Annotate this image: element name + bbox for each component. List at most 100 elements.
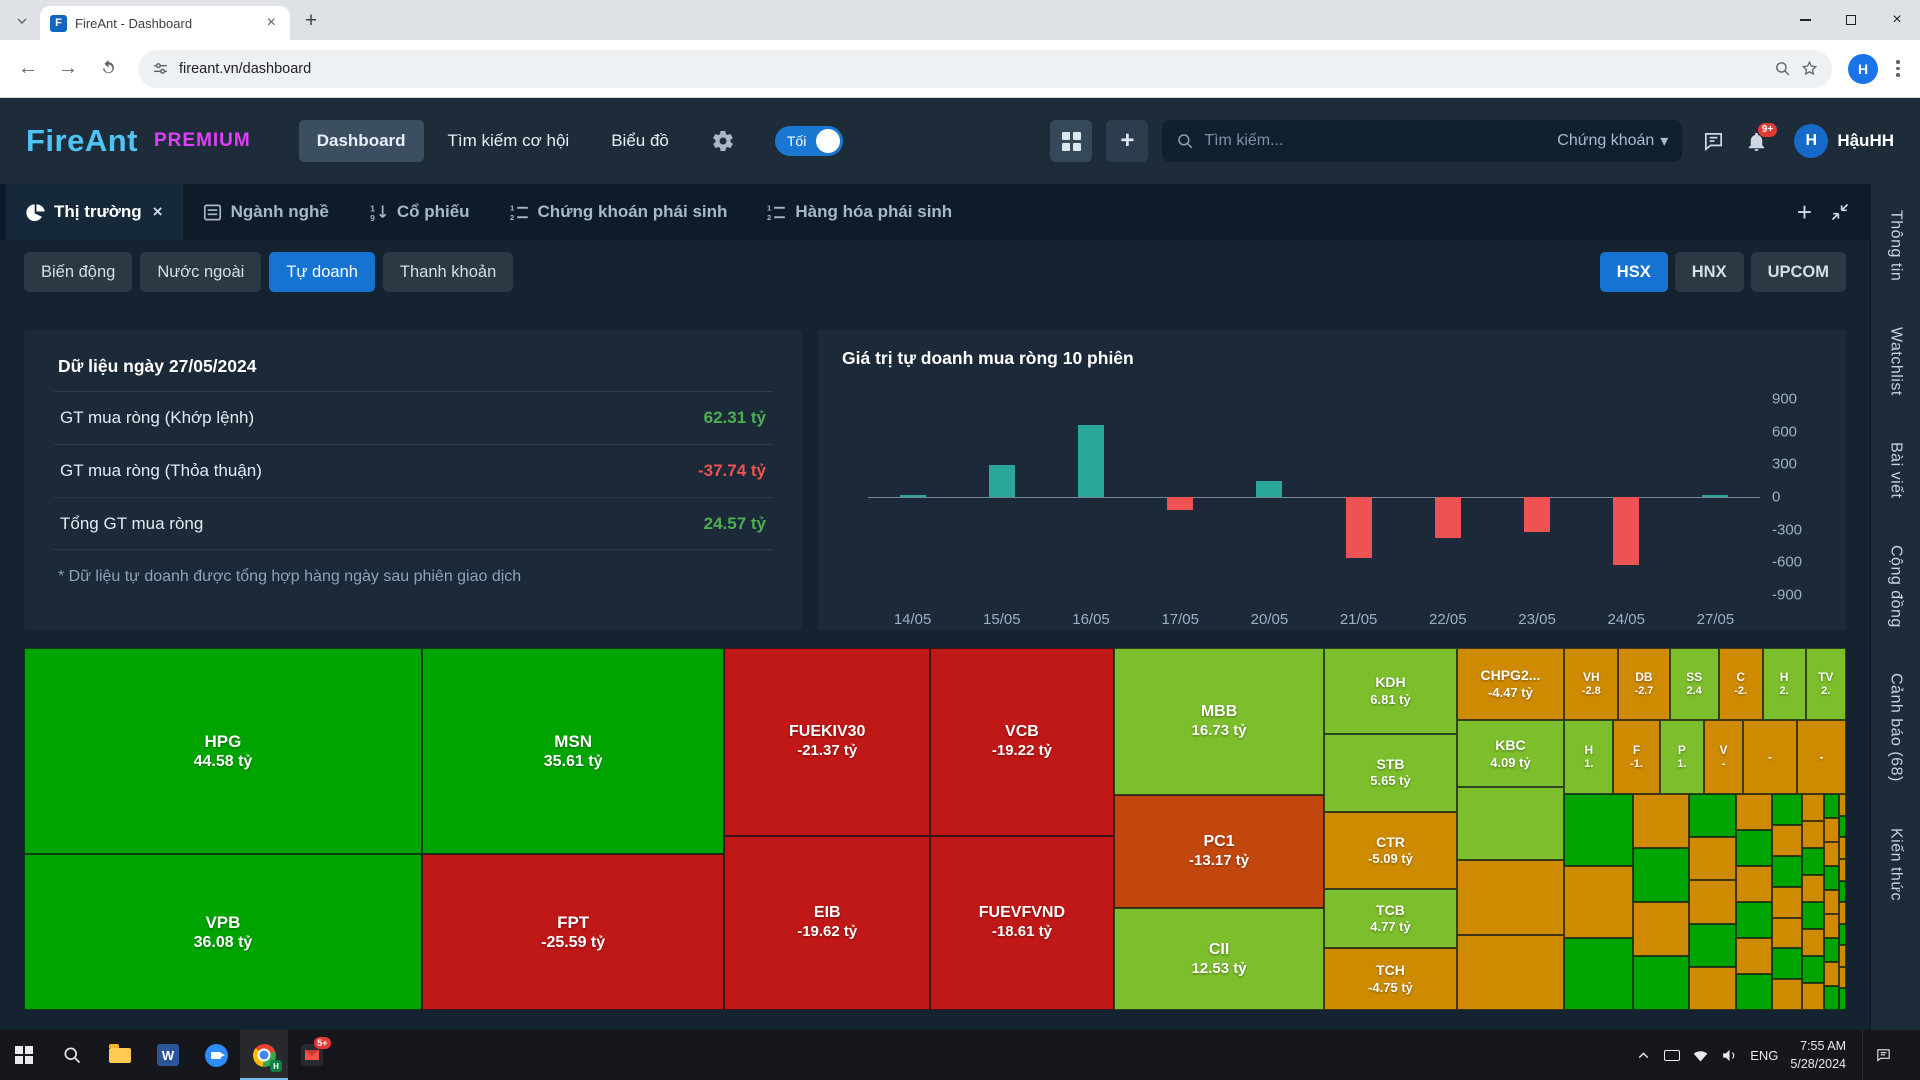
volume-icon[interactable] — [1721, 1047, 1738, 1064]
treemap-cell-C[interactable]: C -2. — [1718, 648, 1763, 721]
address-bar[interactable]: fireant.vn/dashboard — [138, 49, 1832, 88]
close-window-button[interactable]: × — [1892, 11, 1902, 28]
workspace-tab-co-phieu[interactable]: 1 9 Cổ phiếu — [349, 184, 490, 240]
treemap-cell-H[interactable]: H 2. — [1762, 648, 1806, 721]
url-text[interactable]: fireant.vn/dashboard — [179, 60, 312, 77]
mosaic-cell[interactable] — [1838, 815, 1846, 838]
workspace-tab-chung-khoan-phai-sinh[interactable]: 1 2 Chứng khoán phái sinh — [490, 184, 748, 240]
mosaic-cell[interactable] — [1801, 875, 1824, 903]
taskbar-clock[interactable]: 7:55 AM 5/28/2024 — [1790, 1037, 1846, 1073]
mosaic-cell[interactable] — [1689, 837, 1736, 881]
mosaic-cell[interactable] — [1823, 890, 1839, 915]
action-center-icon[interactable] — [1875, 1047, 1892, 1064]
chat-icon[interactable] — [1702, 130, 1725, 153]
mosaic-cell[interactable] — [1838, 858, 1846, 881]
mosaic-cell[interactable] — [1632, 794, 1690, 849]
treemap-cell-P[interactable]: P 1. — [1659, 720, 1704, 795]
sidebar-item-watchlist[interactable]: Watchlist — [1887, 327, 1905, 397]
new-tab-button[interactable]: + — [304, 9, 318, 32]
nav-item-dashboard[interactable]: Dashboard — [298, 120, 424, 162]
zoom-app-button[interactable] — [192, 1030, 240, 1080]
treemap-cell-VCB[interactable]: VCB -19.22 tỷ — [930, 648, 1114, 836]
mosaic-cell[interactable] — [1838, 923, 1846, 946]
start-button[interactable] — [0, 1030, 48, 1080]
file-explorer-button[interactable] — [96, 1030, 144, 1080]
chrome-button[interactable]: H — [240, 1030, 288, 1080]
mosaic-cell[interactable] — [1823, 866, 1839, 891]
minimize-button[interactable] — [1782, 0, 1828, 40]
browser-profile-avatar[interactable]: H — [1848, 53, 1878, 84]
mosaic-cell[interactable] — [1801, 956, 1824, 984]
mosaic-cell[interactable] — [1823, 986, 1839, 1010]
mosaic-cell[interactable] — [1838, 945, 1846, 967]
taskbar-search-button[interactable] — [48, 1030, 96, 1080]
display-icon[interactable] — [1664, 1049, 1681, 1061]
chart-bar-17/05[interactable] — [1167, 497, 1194, 510]
treemap-cell-KDH[interactable]: KDH 6.81 tỷ — [1324, 648, 1457, 734]
mosaic-cell[interactable] — [1801, 821, 1824, 849]
mosaic-cell[interactable] — [1564, 938, 1633, 1010]
treemap-cell-PC1[interactable]: PC1 -13.17 tỷ — [1113, 795, 1325, 909]
treemap-cell-FPT[interactable]: FPT -25.59 tỷ — [421, 854, 725, 1010]
treemap-cell-F[interactable]: F -1. — [1613, 720, 1660, 795]
word-button[interactable]: W — [144, 1030, 192, 1080]
treemap-cell-VH[interactable]: VH -2.8 — [1564, 648, 1619, 721]
treemap-cell-TCB[interactable]: TCB 4.77 tỷ — [1324, 889, 1457, 949]
chart-bar-27/05[interactable] — [1702, 494, 1729, 497]
treemap-cell-V[interactable]: V- — [1703, 720, 1744, 795]
treemap-cell-CII[interactable]: CII 12.53 tỷ — [1113, 908, 1325, 1010]
mosaic-cell[interactable] — [1735, 974, 1773, 1011]
global-search[interactable]: Chứng khoán ▾ — [1162, 120, 1683, 162]
notifications-bell-icon[interactable]: 9+ — [1745, 122, 1778, 153]
treemap-cell-blank[interactable] — [1456, 787, 1565, 860]
mosaic-cell[interactable] — [1838, 988, 1846, 1011]
chart-bar-14/05[interactable] — [899, 495, 926, 497]
zoom-icon[interactable] — [1774, 60, 1791, 77]
mosaic-cell[interactable] — [1838, 837, 1846, 859]
fireant-logo[interactable]: FireAnt — [26, 123, 138, 158]
mosaic-cell[interactable] — [1772, 917, 1802, 949]
layout-grid-button[interactable] — [1050, 120, 1093, 162]
mosaic-cell[interactable] — [1823, 962, 1839, 986]
filter-button-thanh-khoan[interactable]: Thanh khoản — [382, 252, 514, 292]
browser-menu-icon[interactable] — [1886, 51, 1910, 87]
search-input[interactable] — [1204, 132, 1548, 150]
treemap-cell-blank[interactable]: - — [1743, 720, 1797, 795]
sidebar-item-canh-bao[interactable]: Cảnh báo (68) — [1887, 673, 1905, 783]
dark-mode-toggle[interactable]: Tối — [774, 126, 843, 156]
treemap-cell-TV[interactable]: TV 2. — [1805, 648, 1846, 721]
workspace-tab-hang-hoa-phai-sinh[interactable]: 1 2 Hàng hóa phái sinh — [747, 184, 972, 240]
treemap-cell-H[interactable]: H 1. — [1564, 720, 1614, 795]
wifi-icon[interactable] — [1692, 1047, 1709, 1064]
treemap-cell-MBB[interactable]: MBB 16.73 tỷ — [1113, 648, 1325, 796]
treemap-cell-VPB[interactable]: VPB 36.08 tỷ — [24, 854, 422, 1010]
mosaic-cell[interactable] — [1772, 824, 1802, 856]
sidebar-item-kien-thuc[interactable]: Kiến thức — [1887, 828, 1905, 902]
mosaic-cell[interactable] — [1838, 794, 1846, 816]
settings-gear-icon[interactable] — [711, 129, 735, 153]
forward-button[interactable]: → — [58, 57, 78, 79]
back-button[interactable]: ← — [18, 57, 38, 79]
mosaic-cell[interactable] — [1801, 983, 1824, 1010]
mosaic-cell[interactable] — [1838, 902, 1846, 924]
mosaic-cell[interactable] — [1632, 848, 1690, 903]
add-workspace-tab-button[interactable]: + — [1796, 196, 1812, 227]
treemap-cell-blank[interactable]: - — [1796, 720, 1846, 795]
mosaic-cell[interactable] — [1823, 914, 1839, 939]
close-tab-icon[interactable]: × — [152, 202, 163, 221]
reload-button[interactable] — [90, 51, 126, 87]
mosaic-cell[interactable] — [1772, 948, 1802, 980]
mosaic-cell[interactable] — [1823, 794, 1839, 819]
mosaic-cell[interactable] — [1772, 855, 1802, 887]
search-scope-dropdown[interactable]: Chứng khoán ▾ — [1557, 131, 1668, 151]
mosaic-cell[interactable] — [1772, 979, 1802, 1011]
mosaic-cell[interactable] — [1772, 886, 1802, 918]
workspace-tab-nganh-nghe[interactable]: Ngành nghề — [183, 184, 349, 240]
mosaic-cell[interactable] — [1632, 956, 1690, 1010]
mosaic-cell[interactable] — [1823, 842, 1839, 867]
chart-bar-22/05[interactable] — [1434, 497, 1461, 539]
chart-bar-20/05[interactable] — [1256, 480, 1283, 497]
mosaic-cell[interactable] — [1689, 880, 1736, 924]
mosaic-cell[interactable] — [1801, 929, 1824, 957]
language-indicator[interactable]: ENG — [1750, 1047, 1779, 1063]
